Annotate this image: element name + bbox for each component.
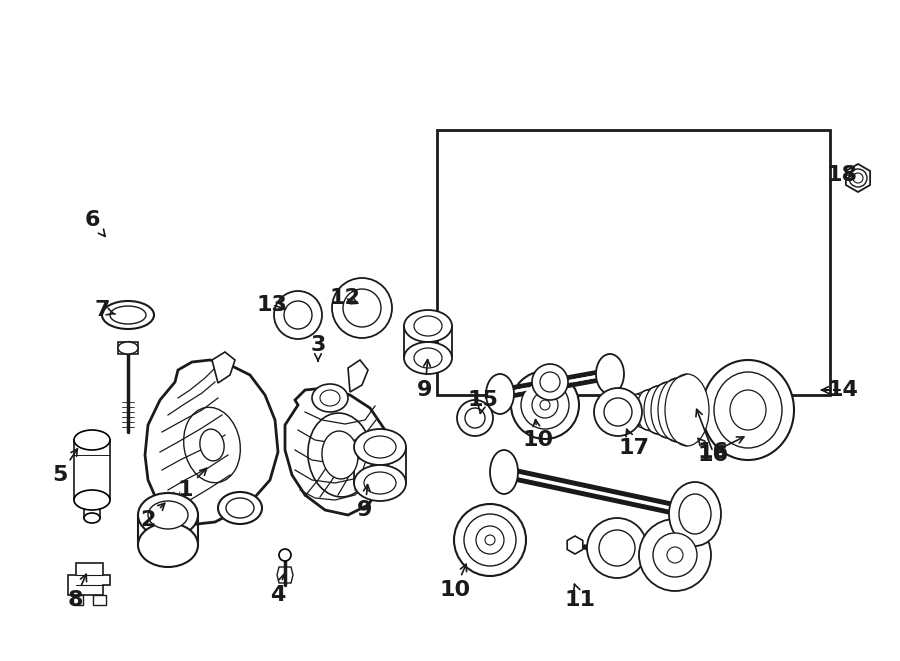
Ellipse shape xyxy=(476,526,504,554)
Bar xyxy=(118,342,138,354)
Ellipse shape xyxy=(486,374,514,414)
Polygon shape xyxy=(567,536,583,554)
Ellipse shape xyxy=(354,465,406,501)
Ellipse shape xyxy=(312,384,348,412)
Ellipse shape xyxy=(457,400,493,436)
Ellipse shape xyxy=(658,378,696,442)
Text: 17: 17 xyxy=(618,429,650,458)
Text: 16: 16 xyxy=(698,442,728,462)
Text: 9: 9 xyxy=(357,485,373,520)
Ellipse shape xyxy=(74,430,110,450)
Ellipse shape xyxy=(148,501,188,529)
Ellipse shape xyxy=(118,342,138,354)
Text: 1: 1 xyxy=(177,468,207,500)
Ellipse shape xyxy=(702,360,794,460)
Ellipse shape xyxy=(404,310,452,342)
Ellipse shape xyxy=(596,354,624,394)
Ellipse shape xyxy=(521,381,569,429)
Ellipse shape xyxy=(653,533,697,577)
Polygon shape xyxy=(84,500,100,518)
Ellipse shape xyxy=(74,490,110,510)
Ellipse shape xyxy=(454,504,526,576)
Ellipse shape xyxy=(669,482,721,546)
Text: 8: 8 xyxy=(68,574,86,610)
Ellipse shape xyxy=(464,514,516,566)
Ellipse shape xyxy=(604,398,632,426)
Polygon shape xyxy=(68,563,110,595)
Ellipse shape xyxy=(138,523,198,567)
Ellipse shape xyxy=(540,400,550,410)
Circle shape xyxy=(853,173,863,183)
Text: 6: 6 xyxy=(85,210,105,237)
Ellipse shape xyxy=(332,278,392,338)
Text: 10: 10 xyxy=(439,564,471,600)
Text: 5: 5 xyxy=(52,449,77,485)
Ellipse shape xyxy=(665,374,709,446)
Ellipse shape xyxy=(102,301,154,329)
Ellipse shape xyxy=(218,492,262,524)
Ellipse shape xyxy=(465,408,485,428)
Ellipse shape xyxy=(594,388,642,436)
Ellipse shape xyxy=(511,371,579,439)
Text: 13: 13 xyxy=(256,295,287,315)
Bar xyxy=(437,130,830,395)
Polygon shape xyxy=(846,164,870,192)
Ellipse shape xyxy=(414,348,442,368)
Text: 15: 15 xyxy=(468,390,499,413)
Ellipse shape xyxy=(226,498,254,518)
Polygon shape xyxy=(74,440,110,500)
Ellipse shape xyxy=(599,530,635,566)
Ellipse shape xyxy=(637,390,657,430)
Ellipse shape xyxy=(532,392,558,418)
Ellipse shape xyxy=(343,289,381,327)
Polygon shape xyxy=(285,388,390,515)
Ellipse shape xyxy=(679,494,711,534)
Ellipse shape xyxy=(200,429,224,461)
Ellipse shape xyxy=(404,342,452,374)
Ellipse shape xyxy=(644,386,670,434)
Ellipse shape xyxy=(587,518,647,578)
Ellipse shape xyxy=(322,431,358,479)
Text: 12: 12 xyxy=(329,288,360,308)
Ellipse shape xyxy=(485,535,495,545)
Polygon shape xyxy=(73,595,83,605)
Polygon shape xyxy=(348,360,368,392)
Ellipse shape xyxy=(730,390,766,430)
Ellipse shape xyxy=(651,382,683,438)
Text: 7: 7 xyxy=(94,300,115,320)
Ellipse shape xyxy=(138,493,198,537)
Ellipse shape xyxy=(414,316,442,336)
Ellipse shape xyxy=(532,364,568,400)
Ellipse shape xyxy=(667,547,683,563)
Polygon shape xyxy=(212,352,235,383)
Polygon shape xyxy=(145,360,278,525)
Ellipse shape xyxy=(364,472,396,494)
Ellipse shape xyxy=(849,169,867,187)
Ellipse shape xyxy=(274,291,322,339)
Text: 10: 10 xyxy=(522,420,554,450)
Ellipse shape xyxy=(320,390,340,406)
Ellipse shape xyxy=(279,549,291,561)
Text: 9: 9 xyxy=(418,360,433,400)
Ellipse shape xyxy=(284,301,312,329)
Ellipse shape xyxy=(629,394,645,426)
Text: 11: 11 xyxy=(564,584,596,610)
Ellipse shape xyxy=(354,429,406,465)
Ellipse shape xyxy=(364,436,396,458)
Ellipse shape xyxy=(540,372,560,392)
Text: 2: 2 xyxy=(140,503,165,530)
Polygon shape xyxy=(93,595,106,605)
Polygon shape xyxy=(277,567,293,583)
Text: 4: 4 xyxy=(270,574,285,605)
Text: 3: 3 xyxy=(310,335,326,361)
Ellipse shape xyxy=(639,519,711,591)
Polygon shape xyxy=(155,485,190,512)
Ellipse shape xyxy=(84,513,100,523)
Text: 14: 14 xyxy=(822,380,859,400)
Ellipse shape xyxy=(110,306,146,324)
Text: 16: 16 xyxy=(698,438,728,465)
Ellipse shape xyxy=(490,450,518,494)
Text: 18: 18 xyxy=(826,165,858,185)
